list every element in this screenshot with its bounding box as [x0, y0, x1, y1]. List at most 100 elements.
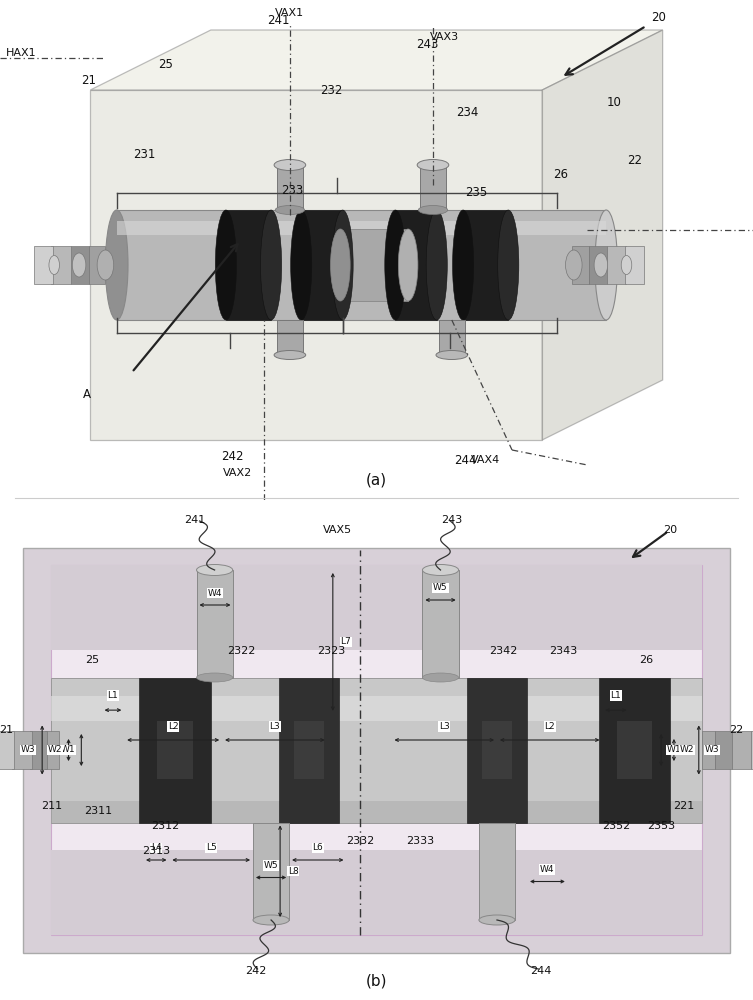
- Text: W3: W3: [21, 746, 35, 754]
- Ellipse shape: [215, 210, 236, 320]
- Bar: [463, 210, 508, 320]
- Text: 241: 241: [184, 515, 205, 525]
- Ellipse shape: [197, 673, 233, 682]
- Text: W4: W4: [208, 588, 222, 597]
- Text: 235: 235: [465, 186, 488, 199]
- Ellipse shape: [422, 673, 459, 682]
- Text: HAX1: HAX1: [6, 47, 36, 57]
- Bar: [117, 221, 606, 235]
- Text: 26: 26: [553, 168, 569, 182]
- Text: 243: 243: [416, 38, 438, 51]
- Ellipse shape: [49, 255, 59, 274]
- Text: W4: W4: [540, 865, 555, 874]
- Ellipse shape: [498, 210, 519, 320]
- Text: 233: 233: [281, 184, 303, 196]
- Bar: [51, 246, 71, 284]
- Text: W2: W2: [680, 746, 694, 754]
- Ellipse shape: [419, 206, 447, 215]
- Bar: [12, 731, 32, 769]
- Bar: [226, 210, 271, 320]
- Text: 234: 234: [456, 106, 478, 119]
- Bar: [253, 822, 289, 920]
- Text: L1: L1: [108, 691, 118, 700]
- Ellipse shape: [453, 210, 474, 320]
- Ellipse shape: [436, 351, 468, 360]
- Text: 2353: 2353: [647, 821, 675, 831]
- Ellipse shape: [426, 210, 447, 320]
- Text: 21: 21: [81, 74, 96, 87]
- Polygon shape: [542, 30, 663, 440]
- Ellipse shape: [276, 206, 304, 215]
- Text: 2313: 2313: [142, 846, 171, 856]
- Text: VAX2: VAX2: [223, 468, 252, 478]
- Text: 241: 241: [267, 13, 290, 26]
- Text: L3: L3: [270, 722, 280, 731]
- Bar: [420, 165, 446, 210]
- Bar: [751, 731, 753, 769]
- Bar: [467, 678, 527, 822]
- Bar: [51, 565, 702, 935]
- Bar: [197, 570, 233, 678]
- Bar: [277, 165, 303, 210]
- Bar: [139, 678, 211, 822]
- Bar: [479, 822, 515, 920]
- Ellipse shape: [332, 210, 353, 320]
- Bar: [422, 570, 459, 678]
- Text: 231: 231: [133, 148, 156, 161]
- Bar: [51, 850, 702, 935]
- Bar: [51, 801, 702, 822]
- Ellipse shape: [331, 229, 350, 301]
- Text: L7: L7: [340, 637, 351, 646]
- Text: W1: W1: [60, 746, 75, 754]
- Text: 2323: 2323: [317, 646, 346, 656]
- Text: VAX5: VAX5: [323, 525, 352, 535]
- Text: 10: 10: [606, 96, 621, 109]
- Bar: [294, 721, 324, 779]
- Text: 26: 26: [639, 655, 653, 665]
- Bar: [51, 565, 702, 650]
- Bar: [34, 246, 53, 284]
- Text: 2322: 2322: [227, 646, 255, 656]
- Text: 242: 242: [245, 966, 267, 976]
- Bar: [599, 678, 670, 822]
- Bar: [157, 721, 193, 779]
- Text: L2: L2: [168, 722, 178, 731]
- Bar: [589, 246, 607, 284]
- Bar: [340, 229, 408, 301]
- Text: L8: L8: [288, 867, 298, 876]
- Text: 22: 22: [627, 153, 642, 166]
- Text: A: A: [83, 388, 90, 401]
- Bar: [45, 731, 59, 769]
- Text: 20: 20: [651, 11, 666, 24]
- Bar: [395, 210, 437, 320]
- Text: 232: 232: [320, 84, 343, 97]
- Bar: [89, 246, 105, 284]
- Text: 211: 211: [41, 801, 62, 811]
- Bar: [702, 731, 715, 769]
- Ellipse shape: [422, 564, 459, 576]
- Ellipse shape: [291, 210, 312, 320]
- Text: VAX4: VAX4: [471, 455, 500, 465]
- Text: VAX3: VAX3: [430, 32, 459, 42]
- Bar: [301, 210, 343, 320]
- Text: 25: 25: [85, 655, 99, 665]
- Text: 2343: 2343: [549, 646, 578, 656]
- Text: 2332: 2332: [346, 836, 374, 846]
- Text: W5: W5: [433, 583, 448, 592]
- Bar: [23, 548, 730, 952]
- Ellipse shape: [385, 210, 406, 320]
- Ellipse shape: [274, 159, 306, 170]
- Bar: [715, 731, 732, 769]
- Bar: [51, 696, 702, 721]
- Bar: [482, 721, 512, 779]
- Ellipse shape: [566, 250, 582, 280]
- Text: L3: L3: [439, 722, 450, 731]
- Text: W2: W2: [47, 746, 62, 754]
- Text: 2352: 2352: [602, 821, 630, 831]
- Text: (a): (a): [366, 473, 387, 488]
- Bar: [607, 246, 626, 284]
- Ellipse shape: [97, 250, 114, 280]
- Ellipse shape: [417, 159, 449, 170]
- Polygon shape: [90, 30, 663, 90]
- Bar: [30, 731, 47, 769]
